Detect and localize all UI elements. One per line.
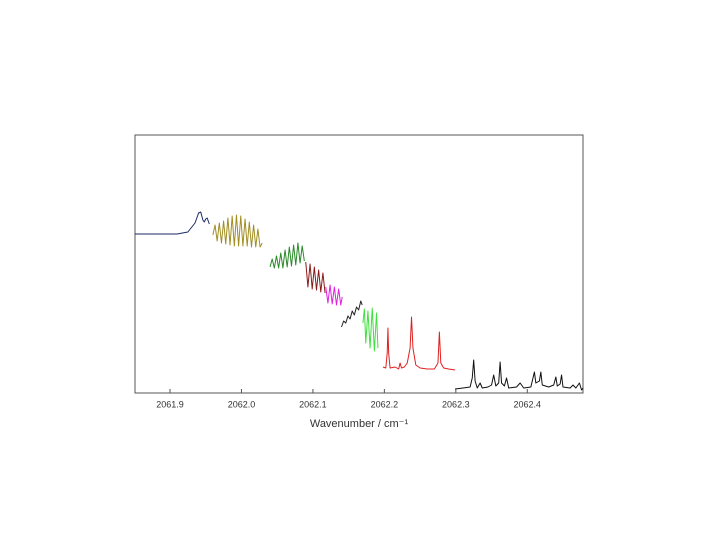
x-tick-label: 2062.0 (228, 399, 256, 409)
spectrum-line (362, 307, 379, 352)
spectrum-line (325, 284, 343, 306)
spectrum-line (341, 300, 363, 328)
x-tick-label: 2062.3 (442, 399, 470, 409)
spectrum-line (455, 359, 584, 391)
x-tick-label: 2062.4 (514, 399, 542, 409)
spectrum-line (382, 316, 456, 371)
plot-frame (134, 134, 584, 394)
x-tick-label: 2061.9 (156, 399, 184, 409)
spectrum-line (305, 261, 326, 294)
x-tick-label: 2062.2 (371, 399, 399, 409)
spectrum-line (135, 211, 210, 235)
spectrum-line (212, 214, 263, 248)
x-tick-label: 2062.1 (299, 399, 327, 409)
spectrum-line (269, 242, 305, 269)
x-axis-label: Wavenumber / cm⁻¹ (310, 418, 409, 430)
